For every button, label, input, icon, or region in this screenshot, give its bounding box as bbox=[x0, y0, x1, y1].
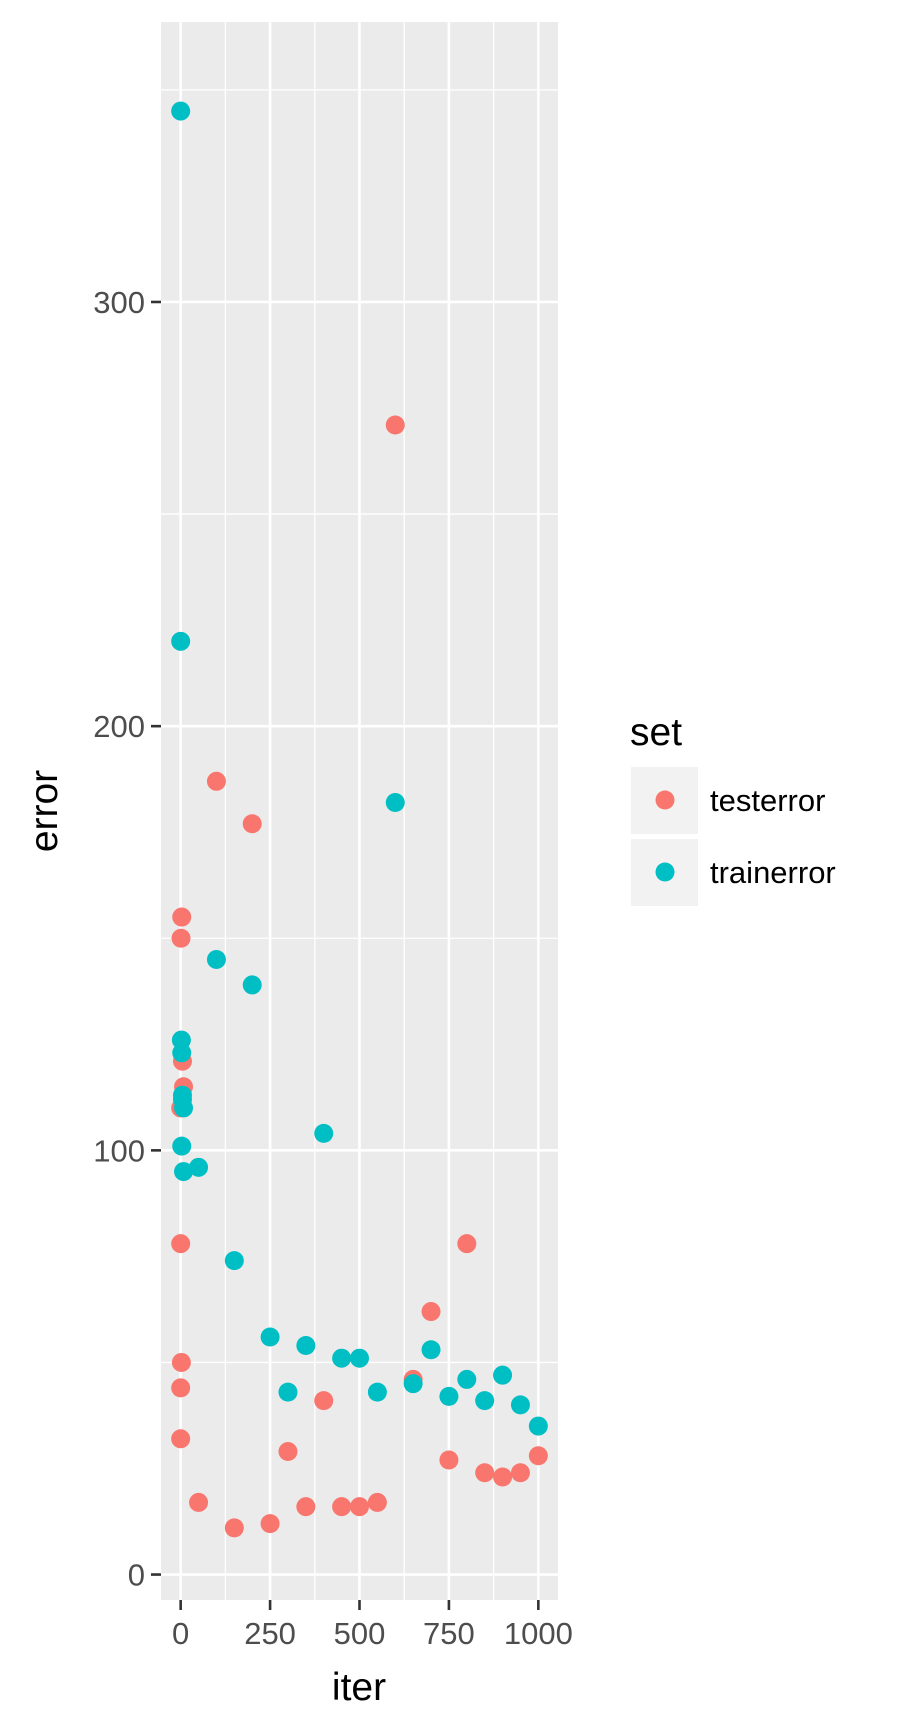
data-point-testerror bbox=[296, 1497, 316, 1517]
x-tick-label: 750 bbox=[423, 1616, 475, 1651]
data-point-trainerror bbox=[242, 975, 262, 995]
data-point-testerror bbox=[171, 1378, 191, 1398]
data-point-testerror bbox=[385, 415, 405, 435]
data-point-trainerror bbox=[206, 949, 226, 969]
data-point-trainerror bbox=[439, 1386, 459, 1406]
data-point-testerror bbox=[510, 1463, 530, 1483]
data-point-trainerror bbox=[174, 1162, 194, 1182]
legend: set testerror trainerror bbox=[630, 711, 836, 906]
data-point-trainerror bbox=[332, 1348, 352, 1368]
data-point-testerror bbox=[439, 1450, 459, 1470]
data-point-testerror bbox=[242, 814, 262, 834]
data-point-trainerror bbox=[314, 1123, 334, 1143]
x-tick-label: 250 bbox=[244, 1616, 296, 1651]
data-point-testerror bbox=[171, 1429, 191, 1449]
data-point-testerror bbox=[171, 1352, 191, 1372]
legend-label-trainerror: trainerror bbox=[710, 855, 836, 890]
x-axis-title: iter bbox=[332, 1666, 386, 1709]
legend-item-trainerror: trainerror bbox=[631, 839, 836, 906]
legend-label-testerror: testerror bbox=[710, 783, 825, 818]
data-point-testerror bbox=[171, 928, 191, 948]
data-point-testerror bbox=[278, 1442, 298, 1462]
legend-item-testerror: testerror bbox=[631, 767, 825, 834]
minor-grid bbox=[161, 22, 558, 1600]
data-point-trainerror bbox=[403, 1374, 423, 1394]
data-point-trainerror bbox=[174, 1098, 194, 1118]
legend-title: set bbox=[630, 711, 682, 754]
data-point-trainerror bbox=[510, 1395, 530, 1415]
y-tick-label: 300 bbox=[93, 285, 145, 320]
x-tick-label: 1000 bbox=[504, 1616, 573, 1651]
data-point-trainerror bbox=[189, 1157, 209, 1177]
x-axis: 0 250 500 750 1000 bbox=[172, 1600, 573, 1651]
data-point-trainerror bbox=[367, 1382, 387, 1402]
data-point-testerror bbox=[350, 1497, 369, 1517]
data-point-testerror bbox=[224, 1518, 244, 1538]
y-axis: 0 100 200 300 bbox=[93, 285, 161, 1593]
data-point-trainerror bbox=[528, 1416, 548, 1436]
data-point-testerror bbox=[332, 1497, 352, 1517]
x-tick-label: 500 bbox=[334, 1616, 386, 1651]
data-point-testerror bbox=[314, 1391, 334, 1411]
data-point-trainerror bbox=[172, 1136, 192, 1156]
data-point-trainerror bbox=[421, 1340, 441, 1360]
data-point-testerror bbox=[260, 1514, 280, 1534]
data-point-trainerror bbox=[278, 1382, 298, 1402]
legend-key-dot-testerror bbox=[655, 790, 675, 810]
data-point-trainerror bbox=[296, 1335, 316, 1355]
data-point-testerror bbox=[528, 1446, 548, 1466]
y-axis-title: error bbox=[23, 770, 66, 852]
data-points bbox=[171, 101, 548, 1538]
data-point-trainerror bbox=[475, 1391, 495, 1411]
y-tick-label: 200 bbox=[93, 709, 145, 744]
data-point-trainerror bbox=[493, 1365, 513, 1385]
data-point-trainerror bbox=[385, 793, 405, 813]
data-point-testerror bbox=[206, 771, 226, 791]
data-point-trainerror bbox=[350, 1348, 369, 1368]
x-tick-label: 0 bbox=[172, 1616, 189, 1651]
data-point-testerror bbox=[421, 1302, 441, 1322]
legend-key-dot-trainerror bbox=[655, 862, 675, 882]
y-tick-label: 100 bbox=[93, 1133, 145, 1168]
data-point-trainerror bbox=[171, 101, 191, 121]
data-point-testerror bbox=[189, 1492, 209, 1512]
data-point-trainerror bbox=[224, 1251, 244, 1271]
data-point-testerror bbox=[493, 1467, 513, 1487]
data-point-testerror bbox=[367, 1492, 387, 1512]
data-point-trainerror bbox=[172, 1043, 192, 1063]
data-point-testerror bbox=[172, 907, 192, 927]
data-point-testerror bbox=[475, 1463, 495, 1483]
data-point-testerror bbox=[171, 1234, 191, 1254]
data-point-trainerror bbox=[260, 1327, 280, 1347]
data-point-trainerror bbox=[457, 1369, 477, 1389]
data-point-trainerror bbox=[171, 631, 191, 651]
data-point-testerror bbox=[457, 1234, 477, 1254]
y-tick-label: 0 bbox=[128, 1558, 145, 1593]
